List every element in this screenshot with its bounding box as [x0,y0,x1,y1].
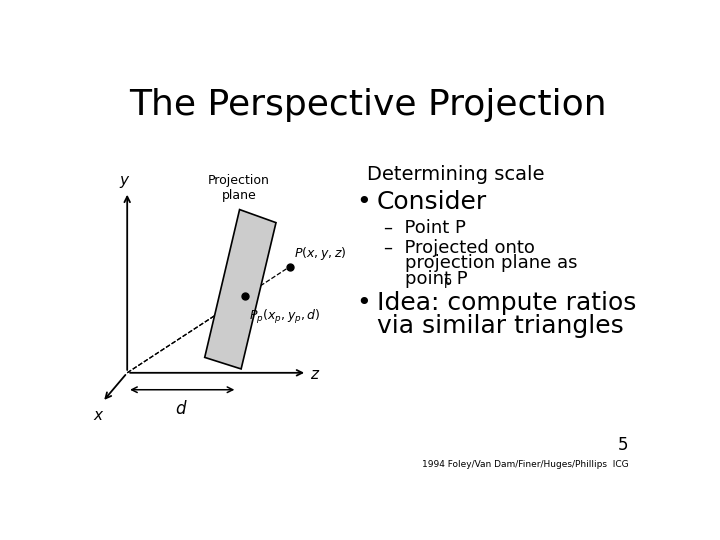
Text: Projection
plane: Projection plane [208,174,270,202]
Text: y: y [120,173,129,188]
Text: Idea: compute ratios: Idea: compute ratios [377,291,636,315]
Text: point P: point P [405,269,467,288]
Text: z: z [310,367,318,382]
Text: •: • [356,291,371,315]
Text: x: x [94,408,102,423]
Polygon shape [204,210,276,369]
Text: 1994 Foley/Van Dam/Finer/Huges/Phillips  ICG: 1994 Foley/Van Dam/Finer/Huges/Phillips … [422,460,629,469]
Text: Determining scale: Determining scale [367,165,545,184]
Text: 5: 5 [618,436,629,454]
Text: $P_p(x_p, y_p, d)$: $P_p(x_p, y_p, d)$ [249,308,320,326]
Text: $P(x, y, z)$: $P(x, y, z)$ [294,245,346,262]
Text: Consider: Consider [377,190,487,213]
Text: •: • [356,190,371,213]
Text: projection plane as: projection plane as [405,254,577,272]
Text: The Perspective Projection: The Perspective Projection [129,88,606,122]
Text: $d$: $d$ [175,400,188,418]
Text: –  Projected onto: – Projected onto [384,239,536,257]
Text: –  Point P: – Point P [384,219,467,237]
Text: via similar triangles: via similar triangles [377,314,624,338]
Text: p: p [444,275,451,288]
